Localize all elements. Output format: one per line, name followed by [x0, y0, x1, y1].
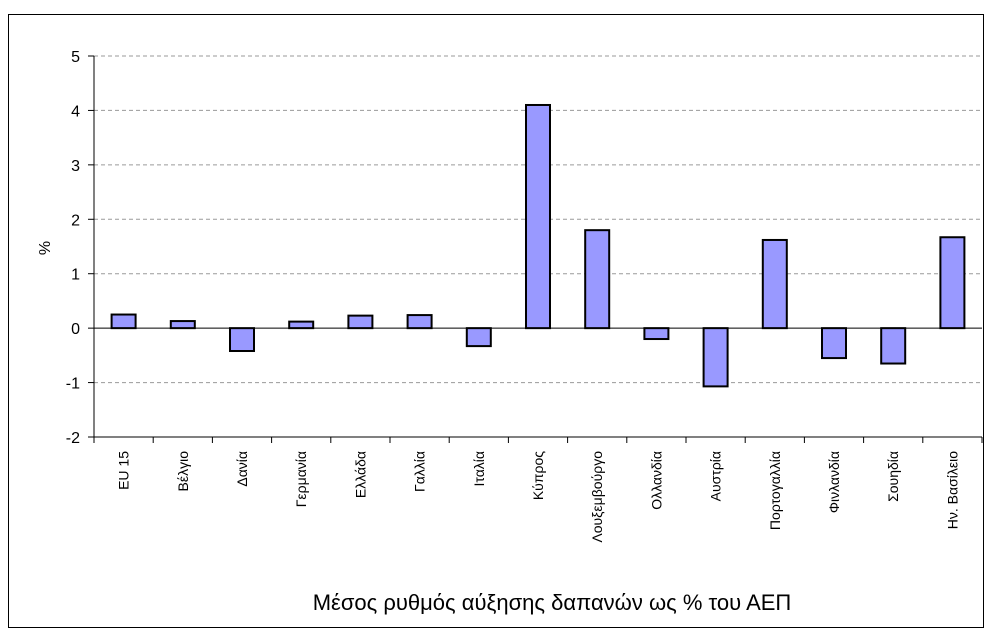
y-axis-label: %	[37, 241, 54, 255]
y-tick-label: 3	[71, 158, 80, 175]
bar	[169, 320, 196, 330]
x-tick-label: Λουξεμβούργο	[589, 451, 605, 543]
x-tick-label: Κύπρος	[530, 451, 546, 500]
x-tick-label: Φινλανδία	[826, 451, 842, 513]
y-tick-labels: 5 4 3 2 1 0 -1 -2	[66, 49, 80, 447]
bar	[288, 320, 315, 330]
x-tick-label: Ολλανδία	[648, 451, 664, 510]
bar	[702, 327, 729, 388]
bar	[465, 327, 492, 348]
bar	[347, 314, 374, 330]
y-tick-label: 1	[71, 267, 80, 284]
bar	[584, 229, 611, 330]
x-tick-label: Βέλγιο	[175, 451, 191, 492]
x-tick-label: Δανία	[234, 451, 250, 487]
bar	[229, 327, 255, 353]
x-tick-label: Πορτογαλλία	[767, 451, 783, 530]
x-tick-label: Αυστρία	[708, 451, 724, 501]
bar	[821, 327, 847, 360]
bar	[939, 236, 966, 330]
x-tick-label: Ιταλία	[471, 451, 487, 487]
bars	[110, 103, 966, 388]
bar	[525, 103, 551, 330]
bar	[761, 238, 788, 330]
x-tick-label: EU 15	[116, 451, 132, 490]
x-tick-label: Ελλάδα	[352, 451, 368, 498]
y-tick-label: 0	[71, 321, 80, 338]
bar	[643, 327, 670, 341]
x-tick-label: Γερμανία	[293, 451, 309, 507]
axes	[88, 55, 983, 443]
x-tick-label: Ην. Βασίλειο	[944, 451, 960, 529]
y-tick-label: -1	[66, 376, 80, 393]
x-tick-labels: EU 15 Βέλγιο Δανία Γερμανία Ελλάδα Γαλλία Ιταλ…	[116, 451, 961, 543]
bar	[110, 313, 137, 330]
x-axis-label: Μέσος ρυθμός αύξησης δαπανών ως % του ΑΕ…	[313, 590, 792, 615]
y-tick-label: 5	[71, 49, 80, 66]
chart-frame	[8, 14, 984, 628]
y-tick-label: 2	[71, 212, 80, 229]
y-tick-label: 4	[71, 103, 80, 120]
bar	[880, 327, 907, 365]
x-tick-label: Γαλλία	[412, 451, 428, 492]
x-tick-label: Σουηδία	[885, 451, 901, 502]
y-tick-label: -2	[66, 430, 80, 447]
bar	[406, 314, 433, 330]
